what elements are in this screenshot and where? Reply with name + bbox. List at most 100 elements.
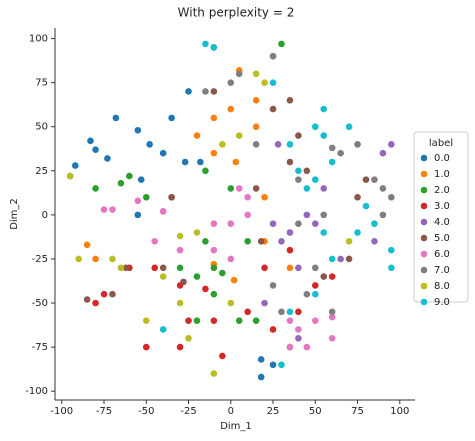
point: [126, 172, 133, 180]
point: [219, 352, 226, 360]
point: [388, 141, 395, 148]
point: [92, 299, 99, 307]
legend-label: 5.0: [434, 233, 450, 244]
y-tick-label: 50: [35, 122, 48, 133]
point: [159, 273, 167, 280]
point: [83, 241, 91, 249]
point: [193, 229, 201, 236]
point: [328, 255, 336, 263]
point: [337, 255, 344, 263]
point: [252, 70, 260, 78]
legend-box: [413, 131, 469, 303]
point: [261, 299, 268, 307]
point: [311, 282, 319, 289]
point: [142, 317, 150, 324]
point: [269, 52, 277, 60]
point: [379, 211, 387, 219]
point: [295, 308, 302, 316]
point: [193, 317, 201, 324]
point: [151, 238, 159, 245]
point: [371, 220, 378, 227]
point: [274, 141, 282, 148]
point: [83, 296, 91, 303]
point: [328, 273, 336, 280]
point: [257, 356, 265, 363]
point: [244, 193, 251, 201]
point: [235, 70, 243, 78]
point: [362, 176, 370, 183]
point: [159, 208, 167, 215]
point: [100, 206, 108, 213]
point: [137, 176, 145, 183]
point: [210, 220, 218, 227]
point: [227, 255, 235, 263]
point: [320, 211, 328, 219]
legend-label: 0.0: [434, 153, 450, 164]
point: [278, 361, 285, 369]
point: [176, 264, 184, 272]
legend-label: 9.0: [434, 297, 450, 308]
point: [210, 88, 218, 95]
point: [295, 132, 302, 139]
point: [252, 317, 260, 324]
point: [286, 141, 294, 148]
point: [210, 44, 218, 51]
point: [176, 299, 184, 307]
y-tick-label: 25: [35, 166, 48, 177]
point: [227, 79, 235, 86]
point: [75, 255, 82, 263]
point: [269, 326, 277, 333]
x-tick-label: 100: [390, 406, 409, 417]
point: [219, 141, 226, 148]
point: [311, 264, 319, 272]
point: [371, 176, 378, 183]
point: [278, 308, 285, 316]
point: [92, 146, 99, 153]
point: [286, 317, 294, 324]
point: [303, 290, 311, 298]
point: [269, 361, 277, 369]
point: [328, 144, 336, 152]
point: [269, 105, 277, 113]
point: [371, 238, 378, 245]
x-tick-label: -75: [96, 406, 112, 417]
point: [286, 308, 294, 316]
point: [345, 123, 353, 131]
y-tick-label: -75: [32, 342, 48, 353]
point: [146, 141, 153, 148]
legend-label: 7.0: [434, 265, 450, 276]
point: [244, 308, 251, 316]
point: [303, 185, 311, 192]
legend-marker: [420, 234, 428, 242]
point: [176, 343, 184, 351]
point: [252, 141, 260, 148]
point: [92, 185, 99, 192]
point: [117, 264, 125, 272]
legend-label: 1.0: [434, 169, 450, 180]
point: [202, 167, 209, 175]
point: [261, 79, 268, 86]
point: [227, 220, 235, 227]
point: [269, 220, 277, 227]
point: [134, 197, 142, 205]
point: [320, 229, 328, 236]
point: [168, 114, 175, 122]
point: [286, 158, 294, 166]
point: [181, 158, 189, 166]
point: [388, 193, 395, 201]
point: [210, 246, 218, 254]
point: [328, 158, 336, 166]
point: [109, 206, 116, 213]
point: [311, 220, 319, 227]
point: [142, 193, 150, 201]
point: [202, 88, 209, 95]
point: [252, 96, 260, 104]
point: [210, 370, 218, 377]
point: [210, 149, 218, 157]
point: [202, 238, 209, 245]
point: [134, 211, 142, 219]
point: [388, 264, 395, 272]
point: [210, 264, 218, 272]
point: [193, 273, 201, 280]
chart-title: With perplexity = 2: [178, 6, 295, 20]
